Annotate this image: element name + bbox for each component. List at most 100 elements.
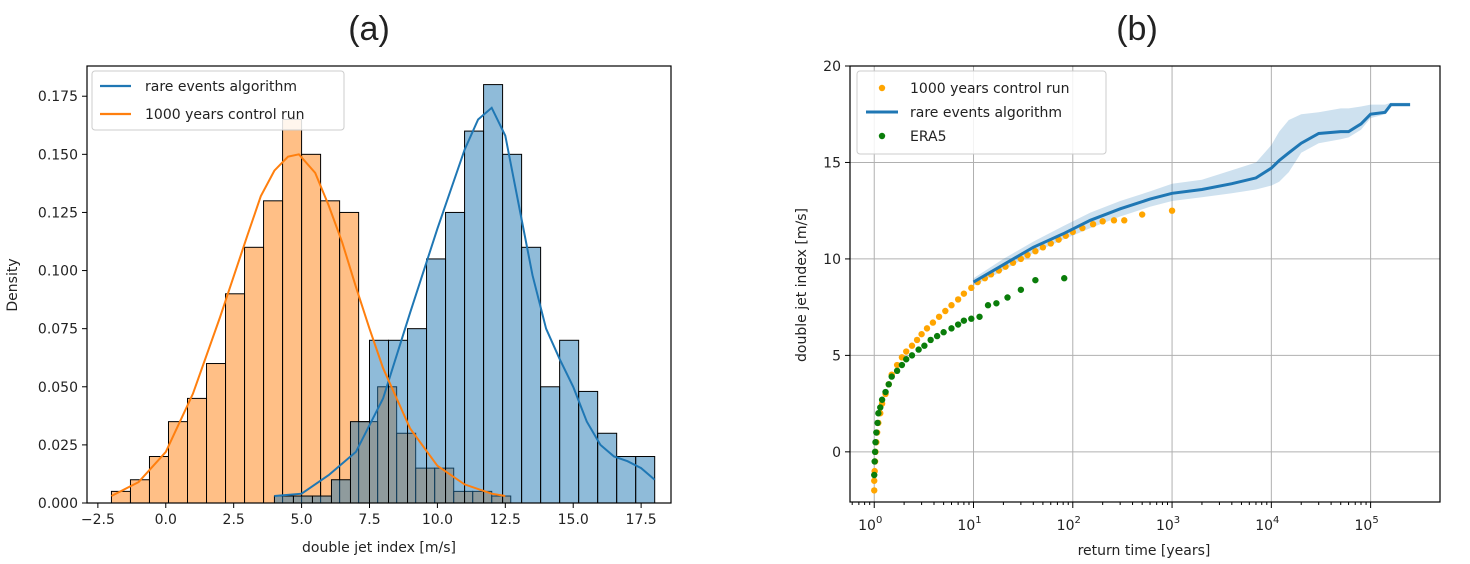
data-point (873, 429, 880, 436)
y-tick-label: 0.000 (38, 496, 78, 512)
x-tick-label: 103 (1156, 515, 1180, 534)
histogram-bar (273, 495, 294, 504)
data-point (903, 348, 910, 355)
histogram-bar (311, 495, 332, 504)
histogram-bar (635, 456, 656, 504)
kde-curve-rare-events (274, 106, 656, 497)
data-point (940, 329, 947, 336)
histogram-bar (521, 246, 542, 504)
histogram-bar (206, 363, 227, 504)
data-point (871, 458, 878, 465)
x-tick-label: 10.0 (422, 512, 453, 528)
legend-label-rare-events: rare events algorithm (145, 79, 297, 95)
data-point (913, 336, 921, 344)
y-tick-label: 0 (832, 445, 841, 461)
data-point (984, 302, 992, 309)
data-point (903, 356, 910, 363)
data-point (933, 332, 941, 340)
y-tick-label: 20 (823, 59, 841, 75)
data-point (1047, 240, 1054, 247)
panel-b-xlabel: return time [years] (1078, 543, 1211, 559)
x-tick-label: 17.5 (626, 512, 657, 528)
data-point (874, 419, 881, 427)
x-tick-label: 101 (957, 515, 981, 534)
panel-a-title: (a) (348, 10, 390, 48)
histogram-bar (167, 421, 189, 504)
data-point (908, 342, 916, 349)
data-point (968, 284, 975, 292)
data-point (1061, 275, 1068, 282)
data-point (1099, 218, 1106, 225)
panel-b-plot-frame (849, 65, 1441, 503)
histogram-bar (320, 200, 341, 504)
data-point (954, 321, 962, 328)
data-point (1138, 211, 1146, 218)
data-point (968, 315, 975, 322)
histogram-bar (464, 130, 485, 504)
data-point (993, 300, 1000, 307)
histogram-bar (244, 246, 265, 504)
era5-points (871, 275, 1068, 479)
data-point (1039, 244, 1047, 251)
data-point (871, 471, 878, 479)
legend-label-control-run-b: 1000 years control run (910, 81, 1070, 97)
data-point (875, 410, 882, 417)
x-tick-label: 5.0 (290, 512, 312, 528)
panel-a-ylabel: Density (5, 258, 21, 311)
data-point (948, 325, 955, 332)
legend-label-rare-events-b: rare events algorithm (910, 105, 1062, 121)
rare-events-uncertainty-band (973, 102, 1411, 286)
histogram-bar (282, 118, 303, 504)
data-point (893, 361, 901, 369)
y-tick-label: 0.125 (38, 205, 78, 221)
data-point (882, 388, 889, 396)
data-point (1089, 220, 1097, 228)
data-point (877, 404, 884, 411)
legend-marker-control-run (878, 84, 886, 92)
y-tick-label: 0.175 (38, 89, 78, 105)
data-point (921, 342, 928, 349)
x-tick-label: −2.5 (81, 512, 115, 528)
rare-events-line (972, 103, 1411, 284)
y-tick-label: 5 (832, 348, 841, 364)
y-tick-label: 0.075 (38, 322, 78, 338)
data-point (1032, 276, 1039, 284)
data-point (929, 319, 937, 326)
y-tick-label: 0.025 (38, 438, 78, 454)
histogram-bar (110, 490, 131, 504)
data-point (976, 313, 983, 320)
panel-b-ylabel: double jet index [m/s] (794, 208, 810, 362)
kde-curves (110, 106, 656, 497)
panel-a-plot-frame (86, 65, 672, 504)
histogram-bar (148, 456, 169, 504)
legend-marker-era5 (878, 132, 886, 140)
data-point (915, 346, 922, 353)
data-point (871, 448, 879, 456)
data-point (935, 313, 943, 320)
data-point (960, 317, 968, 324)
data-point (908, 352, 916, 359)
x-tick-label: 2.5 (223, 512, 245, 528)
data-point (1017, 255, 1025, 263)
histogram-bar (426, 258, 447, 504)
histogram-bar (540, 386, 561, 504)
data-point (878, 396, 886, 403)
y-tick-label: 0.100 (38, 264, 78, 280)
legend-label-era5: ERA5 (910, 129, 947, 145)
histogram-bar (330, 479, 351, 504)
data-point (954, 296, 962, 303)
data-point (918, 330, 925, 338)
x-tick-label: 12.5 (490, 512, 521, 528)
panel-a-legend: rare events algorithm 1000 years control… (91, 70, 345, 131)
y-tick-label: 0.050 (38, 380, 78, 396)
histogram-bar (301, 153, 322, 504)
histogram-bar (407, 328, 428, 504)
histogram-bar (292, 495, 313, 504)
histogram-bar (225, 293, 246, 504)
y-tick-label: 10 (823, 252, 841, 268)
panel-b-legend: 1000 years control run rare events algor… (856, 70, 1107, 155)
y-tick-label: 15 (823, 155, 841, 171)
panel-a-xlabel: double jet index [m/s] (302, 540, 456, 556)
data-point (1168, 207, 1176, 214)
